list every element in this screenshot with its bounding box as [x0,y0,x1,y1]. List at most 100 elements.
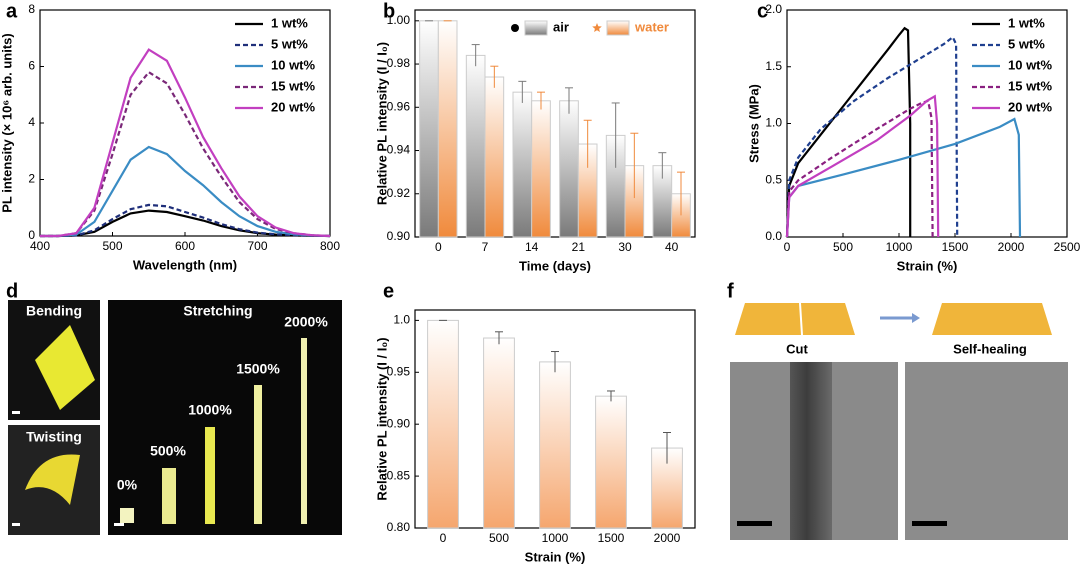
plot-frame [414,9,696,238]
x-tick-label: 7 [482,240,489,254]
series-line [785,99,934,238]
x-tick-label: 1500 [598,531,625,545]
y-tick-label: 0.0 [765,229,782,243]
legend-label: 5 wt% [271,36,308,51]
y-axis-title: Relative PL intensity (I / I₀) [374,337,389,500]
bar [559,100,579,238]
x-tick-label: 2500 [1054,240,1080,254]
x-axis-title: Wavelength (nm) [133,257,237,272]
bar [483,337,515,529]
legend-marker [592,23,602,32]
sem-healed [905,362,1068,540]
sample-healed [932,303,1052,335]
x-tick-label: 14 [525,240,539,254]
bar [539,361,571,529]
x-tick-label: 500 [102,239,122,253]
photo-label: Bending [26,303,82,319]
photo-label: Stretching [183,303,252,319]
y-tick-label: 1.0 [765,116,782,130]
series-line [40,145,331,238]
scale-bar [12,411,20,414]
photo-label: 2000% [284,314,328,330]
y-tick-label: 2 [28,172,35,186]
y-tick-label: 8 [28,2,35,16]
legend-label: air [553,19,569,34]
y-tick-label: 6 [28,59,35,73]
sample-cut [735,303,855,335]
legend-marker [511,24,519,32]
y-tick-label: 0.90 [387,416,411,430]
sample [120,508,134,523]
x-tick-label: 2000 [654,531,681,545]
panel-label: d [6,280,18,302]
legend-label: 15 wt% [271,78,316,93]
y-tick-label: 1.0 [393,313,410,327]
y-tick-label: 2.0 [765,2,782,16]
bar [437,20,458,238]
bar [512,91,533,238]
bar [531,100,551,238]
sample [254,385,262,524]
bar [419,20,439,238]
legend-swatch [606,20,630,36]
legend-label: 20 wt% [1008,99,1053,114]
photo-label: Self-healing [953,341,1027,356]
legend-label: 20 wt% [271,99,316,114]
bar [465,54,486,238]
x-tick-label: 0 [435,240,442,254]
panel-label: b [383,0,395,22]
legend-label: 10 wt% [271,57,316,72]
y-tick-label: 0.96 [387,99,411,113]
y-tick-label: 1.00 [387,13,411,27]
series-line [40,203,331,238]
y-tick-label: 0 [28,228,35,242]
scale-bar [12,523,20,526]
x-tick-label: 0 [440,531,447,545]
y-axis-title: PL intensity (× 10⁶ arb. units) [0,33,14,212]
y-tick-label: 0.90 [387,229,411,243]
sample [25,454,80,505]
photo-label: 0% [117,477,138,493]
x-tick-label: 0 [784,240,791,254]
y-tick-label: 0.94 [387,143,411,157]
panel-label: a [6,0,18,22]
legend-label: 1 wt% [1008,15,1045,30]
x-tick-label: 600 [175,239,195,253]
x-tick-label: 700 [247,239,267,253]
sample [162,468,176,524]
series-line [40,48,331,238]
x-tick-label: 21 [572,240,586,254]
legend-label: 15 wt% [1008,78,1053,93]
legend-label: 10 wt% [1008,57,1053,72]
x-tick-label: 1000 [542,531,569,545]
y-tick-label: 0.80 [387,520,411,534]
y-tick-label: 0.85 [387,468,411,482]
series-line [785,35,959,238]
y-axis-title: Stress (MPa) [746,84,761,163]
series-line [785,117,1022,238]
series-line [785,94,940,238]
bar [427,319,459,529]
sample [301,338,307,524]
x-tick-label: 800 [320,239,340,253]
cut-groove [790,362,832,540]
panel-label: c [757,0,768,22]
x-tick-label: 400 [30,239,50,253]
y-tick-label: 0.95 [387,364,411,378]
bar [484,76,505,238]
scale-bar [912,521,947,526]
sample [205,427,215,524]
x-tick-label: 500 [833,240,853,254]
x-tick-label: 1000 [886,240,913,254]
photo-label: Twisting [26,429,82,445]
x-axis-title: Strain (%) [525,549,586,564]
y-tick-label: 1.5 [765,59,782,73]
x-axis-title: Strain (%) [897,258,958,273]
series-line [785,26,912,238]
scale-bar [737,521,772,526]
x-axis-title: Time (days) [519,258,591,273]
x-tick-label: 500 [489,531,509,545]
x-tick-label: 40 [665,240,679,254]
y-tick-label: 0.92 [387,186,411,200]
